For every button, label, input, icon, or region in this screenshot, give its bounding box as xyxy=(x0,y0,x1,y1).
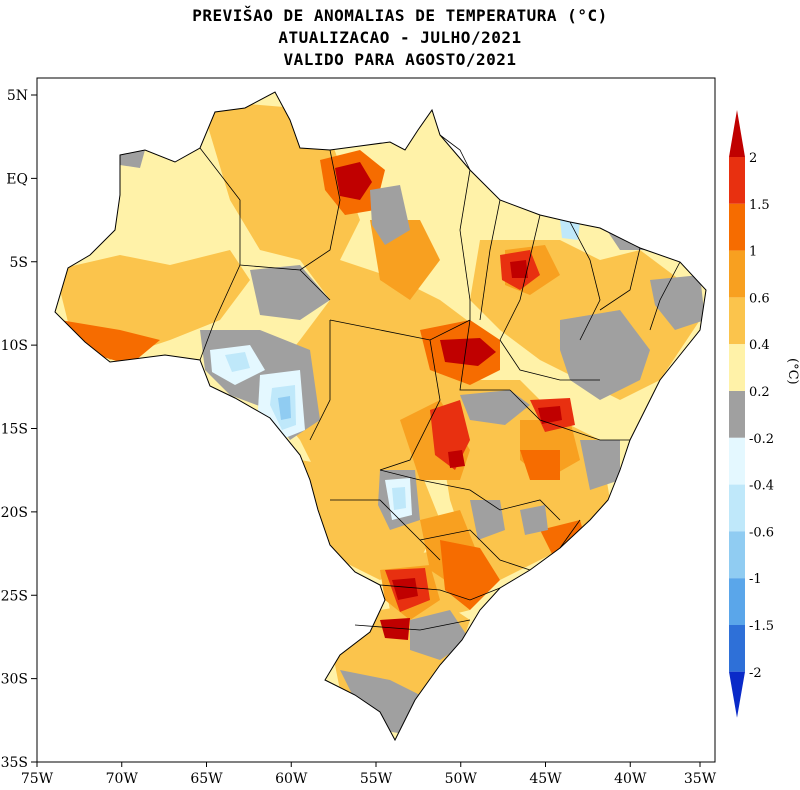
colorbar-swatch xyxy=(729,203,745,251)
lat-tick-label: 30S xyxy=(1,672,28,688)
latitude-axis: 5N EQ 5S 10S 15S 20S 25S 30S 35S xyxy=(1,78,38,771)
colorbar-swatch xyxy=(729,484,745,532)
colorbar: 2 1.5 1 0.6 0.4 0.2 -0.2 -0.4 -0.6 -1 -1.5 -2 xyxy=(729,110,774,718)
colorbar-label: -2 xyxy=(749,666,762,681)
colorbar-swatch xyxy=(729,437,745,485)
colorbar-top-arrow xyxy=(729,110,745,157)
colorbar-label: 2 xyxy=(749,151,757,166)
colorbar-swatch xyxy=(729,578,745,625)
longitude-axis: 75W 70W 65W 60W 55W 50W 45W 40W 35W xyxy=(21,762,717,787)
colorbar-swatch xyxy=(729,391,745,438)
colorbar-label: -1.5 xyxy=(749,619,774,634)
lon-tick-label: 75W xyxy=(21,771,54,787)
lon-tick-label: 65W xyxy=(190,771,223,787)
colorbar-swatch xyxy=(729,250,745,298)
colorbar-label: 0.2 xyxy=(749,385,770,400)
lat-tick-label: 35S xyxy=(1,755,28,771)
colorbar-label: -0.2 xyxy=(749,432,774,447)
lat-tick-label: 10S xyxy=(1,338,28,354)
colorbar-label: -1 xyxy=(749,572,762,587)
lat-tick-label: EQ xyxy=(6,171,28,187)
lat-tick-label: 20S xyxy=(1,505,28,521)
lat-tick-label: 5S xyxy=(10,255,29,271)
lon-tick-label: 40W xyxy=(614,771,647,787)
lon-tick-label: 70W xyxy=(106,771,139,787)
colorbar-swatch xyxy=(729,344,745,391)
lon-tick-label: 60W xyxy=(275,771,308,787)
colorbar-label: 0.6 xyxy=(749,291,770,306)
lat-tick-label: 15S xyxy=(1,422,28,438)
map-title-line2: ATUALIZACAO - JULHO/2021 xyxy=(278,28,522,47)
lon-tick-label: 55W xyxy=(360,771,393,787)
colorbar-label: -0.4 xyxy=(749,479,774,494)
map-title-line3: VALIDO PARA AGOSTO/2021 xyxy=(283,50,517,69)
colorbar-swatch xyxy=(729,625,745,672)
colorbar-unit: (°C) xyxy=(785,358,800,385)
state-borders xyxy=(199,134,681,631)
colorbar-swatch xyxy=(729,531,745,579)
colorbar-swatch xyxy=(729,297,745,345)
lon-tick-label: 50W xyxy=(445,771,478,787)
lat-tick-label: 25S xyxy=(1,588,28,604)
colorbar-label: -0.6 xyxy=(749,525,774,540)
colorbar-swatch xyxy=(729,157,745,204)
colorbar-label: 1.5 xyxy=(749,198,770,213)
colorbar-label: 1 xyxy=(749,245,757,260)
lon-tick-label: 45W xyxy=(529,771,562,787)
colorbar-bottom-arrow xyxy=(729,671,745,718)
colorbar-label: 0.4 xyxy=(749,338,770,353)
map-title-line1: PREVIŠAO DE ANOMALIAS DE TEMPERATURA (°C… xyxy=(192,6,608,25)
lat-tick-label: 5N xyxy=(7,88,28,104)
lon-tick-label: 35W xyxy=(684,771,717,787)
